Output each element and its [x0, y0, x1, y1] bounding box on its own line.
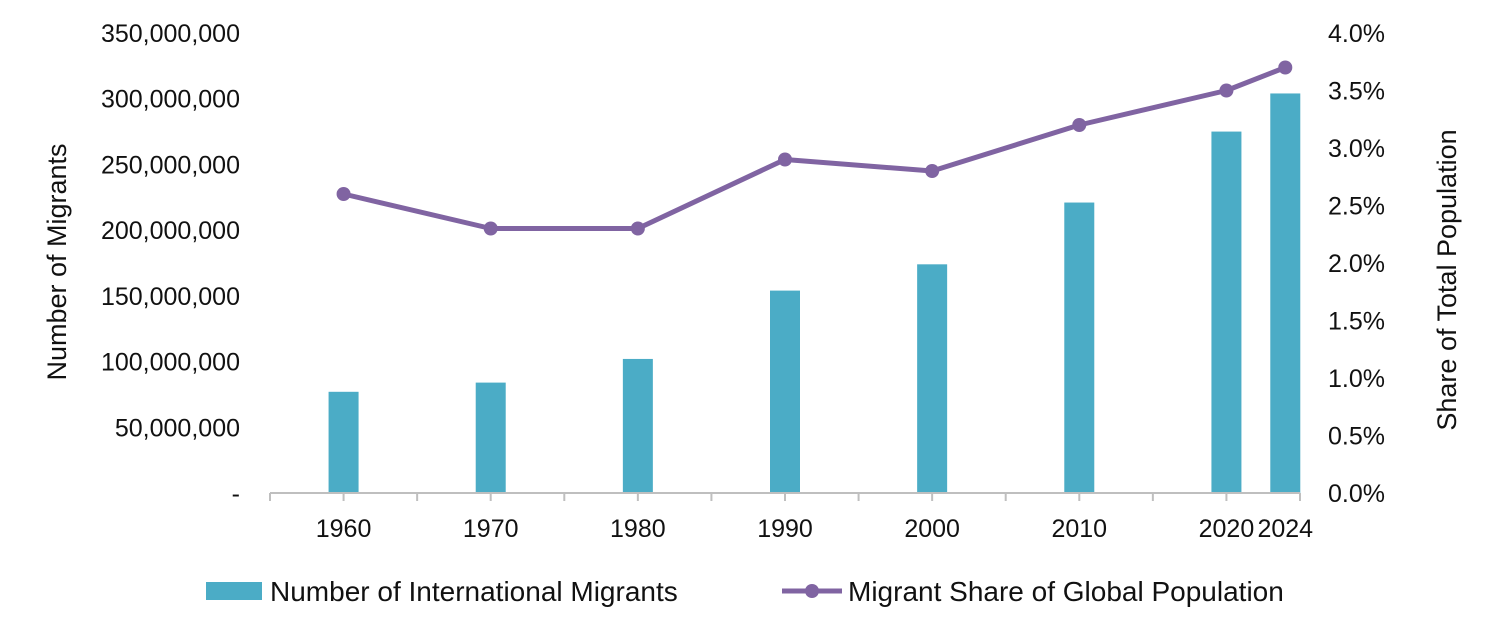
- left-tick-label: 200,000,000: [101, 217, 240, 245]
- legend-line-marker: [805, 584, 819, 598]
- legend-line-label: Migrant Share of Global Population: [848, 576, 1284, 607]
- right-tick-label: 2.0%: [1328, 250, 1385, 278]
- share-point-1980: [630, 221, 645, 236]
- left-tick-label: 250,000,000: [101, 151, 240, 179]
- x-tick-label: 2000: [904, 515, 960, 543]
- x-tick-label: 2010: [1051, 515, 1107, 543]
- legend-bar-label: Number of International Migrants: [270, 576, 678, 607]
- x-axis: [269, 492, 1301, 501]
- x-tick-label: 2024: [1257, 515, 1313, 543]
- bar-2000: [917, 264, 948, 493]
- share-point-2000: [925, 164, 940, 178]
- right-axis-title: Share of Total Population: [1432, 129, 1462, 430]
- right-tick-label: 1.5%: [1328, 308, 1385, 336]
- share-point-1960: [336, 187, 351, 201]
- x-tick-label: 1960: [316, 515, 372, 543]
- right-y-axis-ticks: 0.0% 0.5% 1.0% 1.5% 2.0% 2.5% 3.0% 3.5% 4.0%: [1328, 20, 1385, 508]
- bar-2020: [1211, 131, 1242, 494]
- share-point-1970: [483, 221, 498, 236]
- share-point-2010: [1072, 118, 1087, 132]
- legend-bar-swatch: [206, 582, 262, 600]
- x-tick-label: 2020: [1199, 515, 1255, 543]
- share-point-2020: [1219, 83, 1234, 98]
- right-tick-label: 0.5%: [1328, 423, 1385, 451]
- left-tick-label: -: [232, 480, 240, 508]
- share-point-2024: [1278, 60, 1293, 75]
- x-tick-label: 1980: [610, 515, 666, 543]
- share-line: [343, 65, 1287, 231]
- right-tick-label: 2.5%: [1328, 193, 1385, 221]
- bars-layer: [328, 93, 1301, 494]
- right-tick-label: 3.0%: [1328, 135, 1385, 163]
- legend: Number of International Migrants Migrant…: [206, 576, 1284, 607]
- bar-2024: [1270, 93, 1301, 493]
- bar-1980: [622, 358, 653, 493]
- left-tick-label: 100,000,000: [101, 349, 240, 377]
- right-tick-label: 4.0%: [1328, 20, 1385, 48]
- line-layer: [336, 60, 1293, 236]
- right-tick-label: 0.0%: [1328, 480, 1385, 508]
- left-tick-label: 50,000,000: [115, 414, 240, 442]
- x-tick-label: 1970: [463, 515, 519, 543]
- right-tick-label: 3.5%: [1328, 78, 1385, 106]
- left-tick-label: 350,000,000: [101, 20, 240, 48]
- right-tick-label: 1.0%: [1328, 365, 1385, 393]
- bar-1990: [770, 290, 800, 493]
- bar-2010: [1064, 202, 1095, 494]
- left-tick-label: 300,000,000: [101, 86, 240, 114]
- left-y-axis-ticks: - 50,000,000 100,000,000 150,000,000 200,000…: [101, 20, 240, 508]
- bar-1960: [328, 391, 359, 493]
- x-axis-ticks: 1960 1970 1980 1990 2000 2010 2020 2024: [316, 515, 1313, 543]
- left-tick-label: 150,000,000: [101, 283, 240, 311]
- share-point-1990: [778, 152, 792, 167]
- x-tick-label: 1990: [757, 515, 813, 543]
- bar-1970: [475, 382, 506, 493]
- left-axis-title: Number of Migrants: [42, 143, 72, 380]
